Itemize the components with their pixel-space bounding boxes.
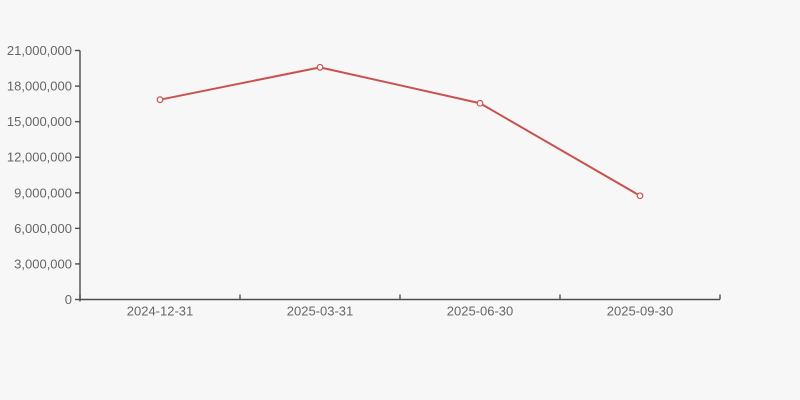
x-tick-label: 2025-06-30 [447, 304, 514, 319]
y-tick-label: 12,000,000 [7, 150, 72, 165]
data-point-marker-3 [636, 192, 644, 200]
x-tick-label: 2025-03-31 [287, 304, 354, 319]
y-tick-label: 21,000,000 [7, 43, 72, 58]
y-tick-label: 15,000,000 [7, 114, 72, 129]
data-point-marker-2 [476, 99, 484, 107]
y-tick-label: 9,000,000 [14, 185, 72, 200]
y-tick-label: 18,000,000 [7, 79, 72, 94]
y-tick-label: 0 [65, 292, 72, 307]
x-tick-label: 2025-09-30 [607, 304, 674, 319]
data-point-marker-0 [156, 96, 164, 104]
data-point-marker-1 [316, 63, 324, 71]
y-tick-label: 6,000,000 [14, 221, 72, 236]
y-tick-label: 3,000,000 [14, 256, 72, 271]
series-line [159, 66, 641, 197]
x-tick-label: 2024-12-31 [127, 304, 194, 319]
